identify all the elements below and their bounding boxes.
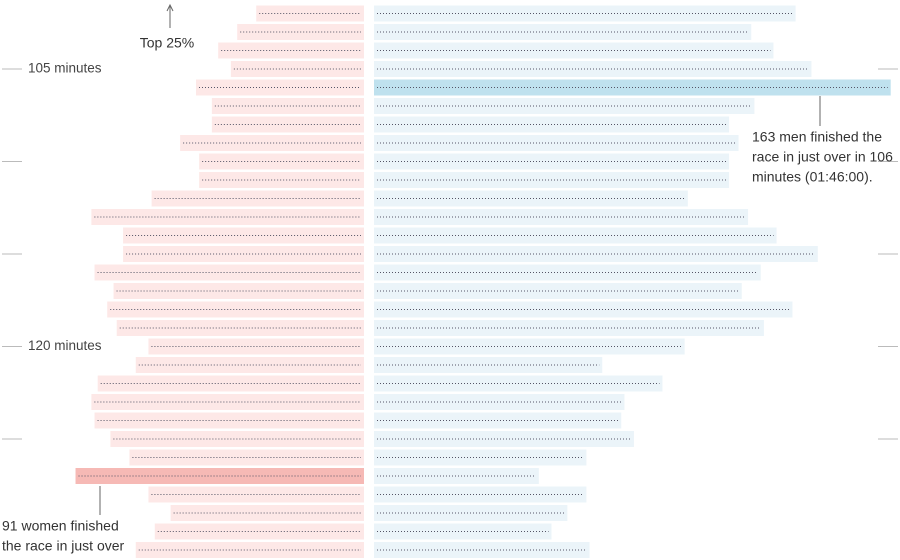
annotation-text: Top 25% xyxy=(140,35,194,51)
bar xyxy=(374,338,685,355)
bar xyxy=(374,449,587,466)
bar xyxy=(94,412,365,429)
bar xyxy=(256,5,364,22)
annotation-arrow xyxy=(166,3,174,12)
bar xyxy=(97,375,364,392)
bar xyxy=(374,135,739,151)
bar xyxy=(374,542,590,558)
bar xyxy=(374,98,755,114)
annotation-text: minutes (01:46:00). xyxy=(752,169,873,185)
bar xyxy=(374,301,793,318)
annotation-text: race in just over in 106 xyxy=(752,149,893,165)
bar xyxy=(374,61,812,77)
bar xyxy=(107,301,364,318)
annotation-text: 91 women finished xyxy=(2,518,119,534)
y-tick-label: 120 minutes xyxy=(28,338,102,353)
bar xyxy=(211,116,364,133)
bar xyxy=(374,468,539,484)
bar xyxy=(374,394,625,410)
annotation-text: 163 men finished the xyxy=(752,129,882,145)
bar xyxy=(199,153,364,170)
bar xyxy=(374,24,752,40)
bar xyxy=(148,486,364,503)
bar xyxy=(180,135,364,151)
bar xyxy=(374,320,764,336)
bar xyxy=(154,523,364,540)
annotation-text: the race in just over xyxy=(2,538,125,554)
bar xyxy=(91,209,364,225)
bar xyxy=(374,209,749,225)
bar xyxy=(113,283,364,299)
bar xyxy=(374,523,552,540)
bar xyxy=(374,264,761,281)
bar xyxy=(94,264,365,281)
bar xyxy=(211,98,364,114)
bar xyxy=(148,338,364,355)
bar xyxy=(374,42,774,59)
y-tick-label: 105 minutes xyxy=(28,61,102,76)
bar xyxy=(199,172,364,188)
bar xyxy=(151,190,364,207)
bar xyxy=(91,394,364,410)
bar xyxy=(374,486,587,503)
bar xyxy=(374,246,818,262)
